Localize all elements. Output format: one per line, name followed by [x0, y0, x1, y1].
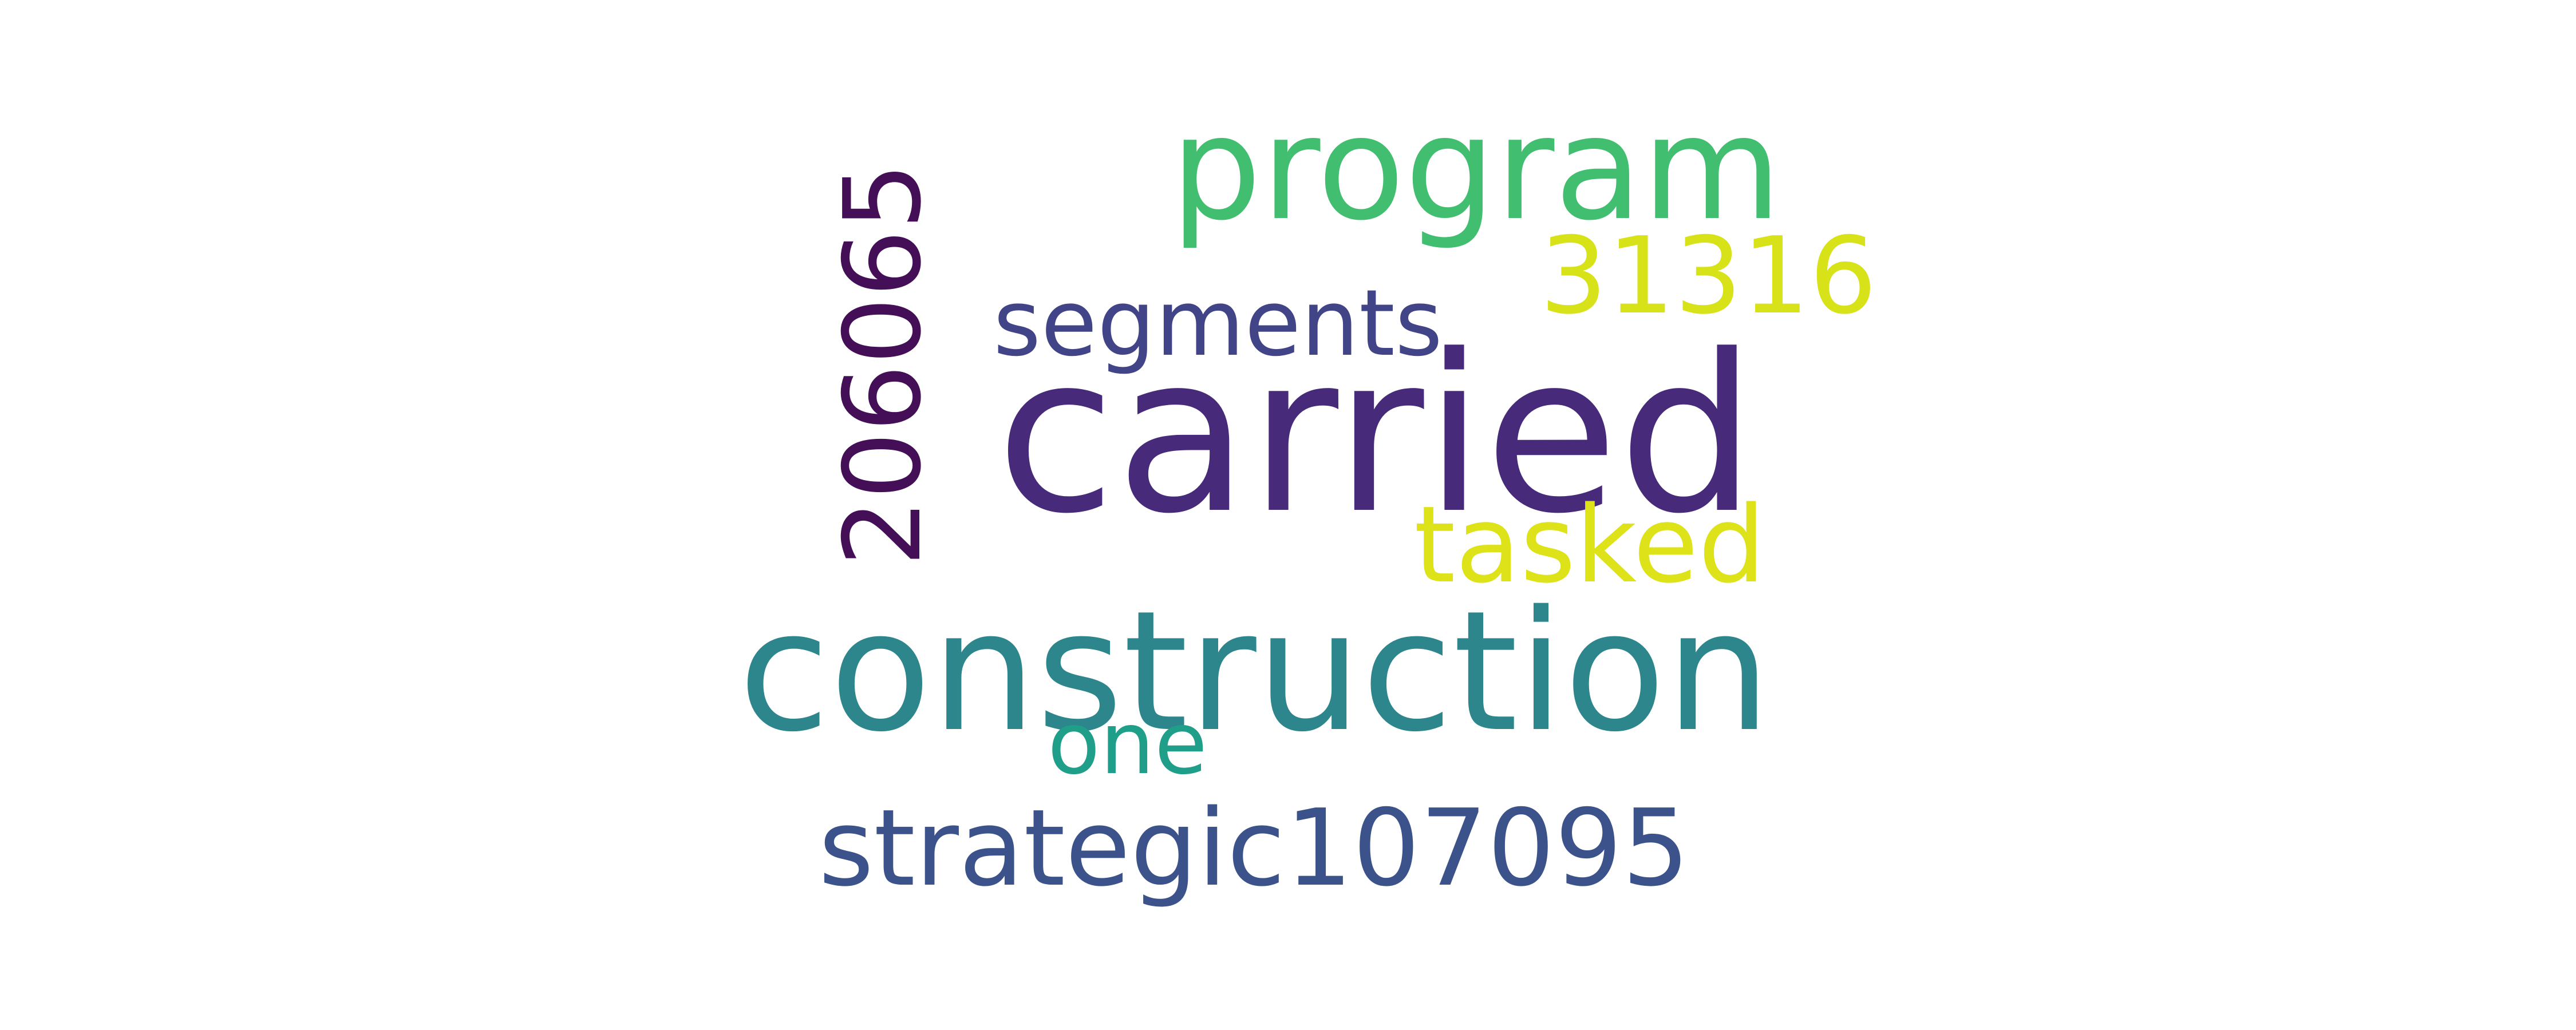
word-tasked: tasked — [1414, 483, 1766, 607]
word-segments: segments — [993, 270, 1443, 377]
word-206065: 206065 — [821, 162, 945, 566]
word-one: one — [1048, 694, 1208, 794]
word-strategic107095: strategic107095 — [819, 786, 1690, 910]
word-31316: 31316 — [1540, 214, 1877, 338]
word-construction: construction — [738, 576, 1771, 768]
word-carried: carried — [996, 308, 1757, 561]
word-program: program — [1171, 85, 1782, 252]
